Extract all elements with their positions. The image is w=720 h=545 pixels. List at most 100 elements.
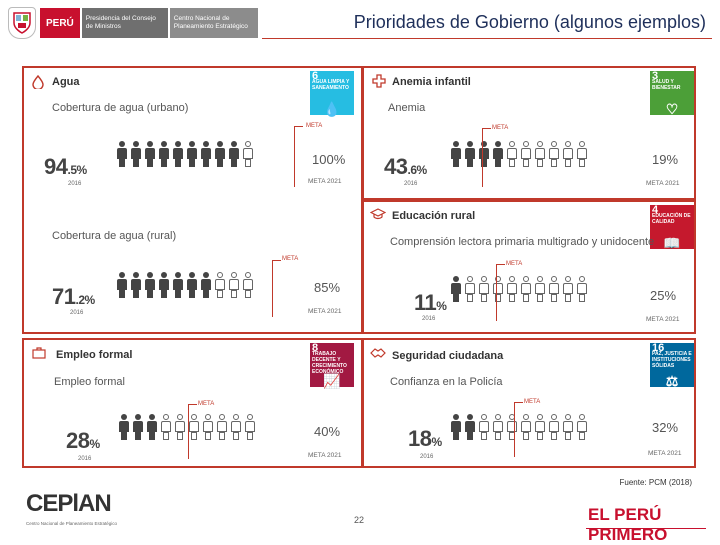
source-note: Fuente: PCM (2018) xyxy=(619,478,692,487)
target-value: 25% xyxy=(650,288,677,303)
el-peru-primero-logo: EL PERÚ PRIMERO xyxy=(588,505,668,544)
person-outline-icon xyxy=(548,414,559,440)
person-filled-icon xyxy=(464,414,475,440)
person-filled-icon xyxy=(130,141,141,167)
meta-bracket xyxy=(482,128,491,187)
person-outline-icon xyxy=(188,414,199,440)
page-title: Prioridades de Gobierno (algunos ejemplo… xyxy=(353,12,706,32)
person-filled-icon xyxy=(132,414,143,440)
meta-tag: META xyxy=(198,401,215,407)
meta-label: META 2021 xyxy=(646,180,680,187)
person-filled-icon xyxy=(172,272,183,298)
target-value: 19% xyxy=(652,152,679,167)
people-row xyxy=(116,141,253,167)
target-value: 100% xyxy=(312,152,346,167)
briefcase-icon xyxy=(32,347,46,362)
person-filled-icon xyxy=(172,141,183,167)
person-outline-icon xyxy=(548,276,559,302)
person-filled-icon xyxy=(478,141,489,167)
meta-label: META 2021 xyxy=(646,316,680,323)
person-filled-icon xyxy=(158,141,169,167)
person-outline-icon xyxy=(534,276,545,302)
person-filled-icon xyxy=(130,272,141,298)
meta-tag: META xyxy=(306,123,323,129)
person-outline-icon xyxy=(562,141,573,167)
person-filled-icon xyxy=(186,141,197,167)
ceplan-header-logo: Centro Nacional de Planeamiento Estratég… xyxy=(169,8,258,38)
sdg-3-badge: 3 SALUD Y BIENESTAR ♡ xyxy=(650,71,694,117)
person-filled-icon xyxy=(186,272,197,298)
person-outline-icon xyxy=(520,414,531,440)
ceplan-tagline: Centro Nacional de Planeamiento Estratég… xyxy=(26,521,118,526)
person-filled-icon xyxy=(144,272,155,298)
panel-title: Agua xyxy=(52,76,80,88)
meta-label: META 2021 xyxy=(648,450,682,457)
person-filled-icon xyxy=(116,141,127,167)
meta-tag: META xyxy=(524,399,541,405)
person-outline-icon xyxy=(478,276,489,302)
ceplan-logo: CEPlAN xyxy=(26,490,112,517)
meta-bracket xyxy=(514,402,523,457)
person-outline-icon xyxy=(576,141,587,167)
panel-seguridad: Seguridad ciudadana 16 PAZ, JUSTICIA E IN… xyxy=(362,338,696,468)
indicator-value: 94.5% xyxy=(44,154,87,179)
person-outline-icon xyxy=(244,414,255,440)
person-outline-icon xyxy=(506,141,517,167)
person-outline-icon xyxy=(576,276,587,302)
baseline-year: 2016 xyxy=(420,454,434,460)
indicator-value: 11% xyxy=(414,290,447,315)
person-outline-icon xyxy=(160,414,171,440)
meta-bracket xyxy=(272,260,281,317)
person-outline-icon xyxy=(562,414,573,440)
person-outline-icon xyxy=(534,141,545,167)
panel-empleo: Empleo formal 8 TRABAJO DECENTE Y CRECIMI… xyxy=(22,338,363,468)
header-logos: PERÚ Presidencia del Consejo de Ministro… xyxy=(8,6,258,40)
sdg-4-badge: 4 EDUCACIÓN DE CALIDAD 📖 xyxy=(650,205,694,250)
heartbeat-icon: ♡ xyxy=(665,101,679,117)
person-filled-icon xyxy=(116,272,127,298)
person-outline-icon xyxy=(478,414,489,440)
person-outline-icon xyxy=(228,272,239,298)
people-row xyxy=(116,272,253,298)
person-filled-icon xyxy=(214,141,225,167)
water-glass-icon: 💧 xyxy=(323,101,341,117)
graduation-cap-icon xyxy=(369,208,387,223)
indicator-value: 71.2% xyxy=(52,284,95,309)
baseline-year: 2016 xyxy=(422,316,436,322)
meta-tag: META xyxy=(492,125,509,131)
person-outline-icon xyxy=(562,276,573,302)
person-outline-icon xyxy=(464,276,475,302)
page-number: 22 xyxy=(354,515,365,525)
baseline-year: 2016 xyxy=(68,181,82,187)
panel-educacion: Educación rural 4 EDUCACIÓN DE CALIDAD 📖 … xyxy=(362,200,696,334)
people-row xyxy=(118,414,255,440)
logo-underline xyxy=(586,528,706,529)
meta-bracket xyxy=(496,264,505,321)
person-outline-icon xyxy=(548,141,559,167)
baseline-year: 2016 xyxy=(70,310,84,316)
target-value: 85% xyxy=(314,280,341,295)
dove-icon: ⚖ xyxy=(665,373,679,389)
person-outline-icon xyxy=(174,414,185,440)
target-value: 40% xyxy=(314,424,341,439)
title-underline xyxy=(262,38,712,39)
people-row xyxy=(450,276,587,302)
peru-logo: PERÚ xyxy=(40,8,80,38)
person-outline-icon xyxy=(576,414,587,440)
person-outline-icon xyxy=(520,141,531,167)
meta-bracket xyxy=(294,126,303,187)
person-filled-icon xyxy=(492,141,503,167)
person-filled-icon xyxy=(450,141,461,167)
person-filled-icon xyxy=(200,272,211,298)
person-outline-icon xyxy=(242,141,253,167)
people-row xyxy=(450,414,587,440)
person-outline-icon xyxy=(230,414,241,440)
baseline-year: 2016 xyxy=(404,181,418,187)
indicator-value: 18% xyxy=(408,426,442,451)
cross-icon xyxy=(372,74,386,91)
person-filled-icon xyxy=(200,141,211,167)
person-filled-icon xyxy=(144,141,155,167)
meta-bracket xyxy=(188,404,197,459)
person-outline-icon xyxy=(214,272,225,298)
indicator-value: 28% xyxy=(66,428,100,453)
